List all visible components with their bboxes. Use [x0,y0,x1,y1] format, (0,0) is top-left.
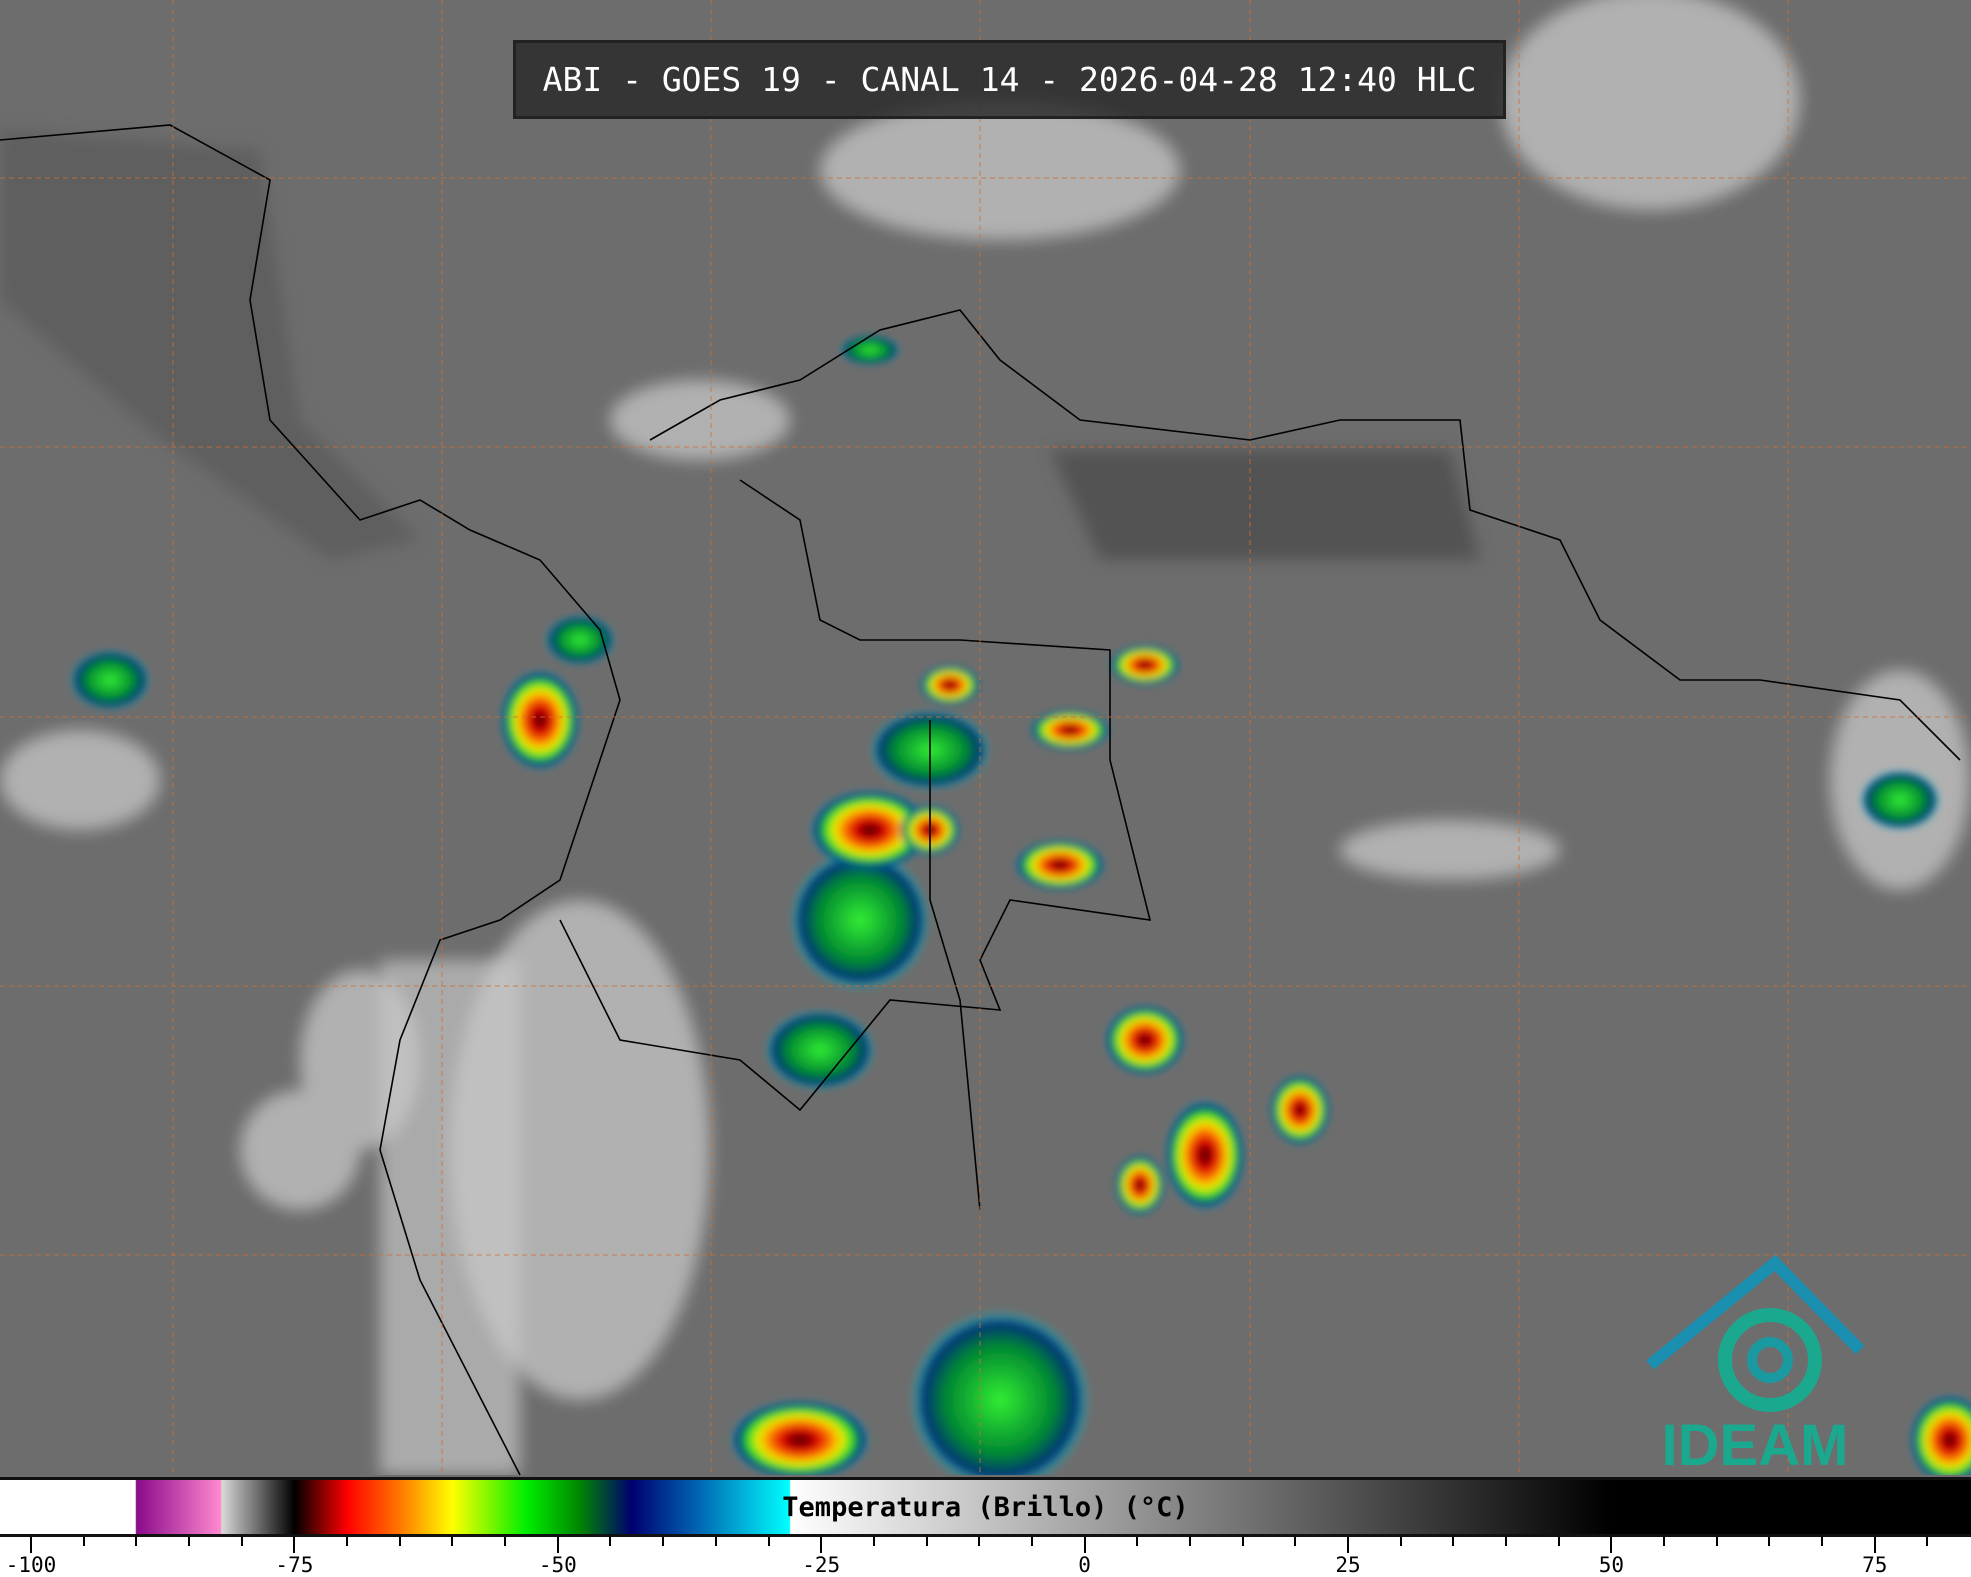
minor-tick [1505,1537,1508,1546]
graticule [0,0,1971,1475]
tick-label: 75 [1862,1553,1888,1577]
minor-tick [1715,1537,1718,1546]
tick-label: -50 [538,1553,577,1577]
minor-tick [1557,1537,1560,1546]
minor-tick [240,1537,243,1546]
minor-tick [1188,1537,1191,1546]
major-tick [1873,1537,1876,1553]
minor-tick [135,1537,138,1546]
tick-label: 25 [1335,1553,1361,1577]
minor-tick [925,1537,928,1546]
minor-tick [504,1537,507,1546]
minor-tick [1030,1537,1033,1546]
tick-label: -25 [802,1553,841,1577]
minor-tick [662,1537,665,1546]
major-tick [30,1537,32,1553]
minor-tick [767,1537,770,1546]
major-tick [556,1537,559,1553]
minor-tick [82,1537,85,1546]
major-tick [293,1537,296,1553]
minor-tick [1821,1537,1824,1546]
minor-tick [188,1537,191,1546]
ideam-logo: IDEAM [1646,1255,1865,1475]
tick-label: 0 [1078,1553,1091,1577]
major-tick [1610,1537,1613,1553]
colorbar-axis: -100 -75 -50 -25 0 25 50 75 [0,1537,1971,1577]
minor-tick [978,1537,981,1546]
minor-tick [1136,1537,1139,1546]
major-tick [820,1537,823,1553]
coastlines-and-borders [0,124,1961,1475]
minor-tick [1926,1537,1929,1546]
minor-tick [1663,1537,1666,1546]
temperature-colorbar [0,1477,1971,1537]
minor-tick [1452,1537,1455,1546]
convective-cells [70,335,1971,1475]
tick-label: -100 [5,1553,57,1577]
minor-tick [1768,1537,1771,1546]
minor-tick [451,1537,454,1546]
tick-label: 50 [1598,1553,1625,1577]
minor-tick [346,1537,349,1546]
minor-tick [609,1537,612,1546]
svg-text:IDEAM: IDEAM [1662,1413,1849,1475]
minor-tick [1294,1537,1297,1546]
minor-tick [1241,1537,1244,1546]
minor-tick [714,1537,717,1546]
satellite-map [0,0,1971,1475]
colorbar-label: Temperatura (Brillo) (°C) [782,1491,1189,1523]
tick-label: -75 [275,1553,314,1577]
minor-tick [398,1537,401,1546]
major-tick [1347,1537,1349,1553]
minor-tick [1399,1537,1402,1546]
major-tick [1083,1537,1086,1553]
minor-tick [872,1537,875,1546]
image-title: ABI - GOES 19 - CANAL 14 - 2026-04-28 12… [513,40,1506,119]
clouds [0,0,1970,1400]
